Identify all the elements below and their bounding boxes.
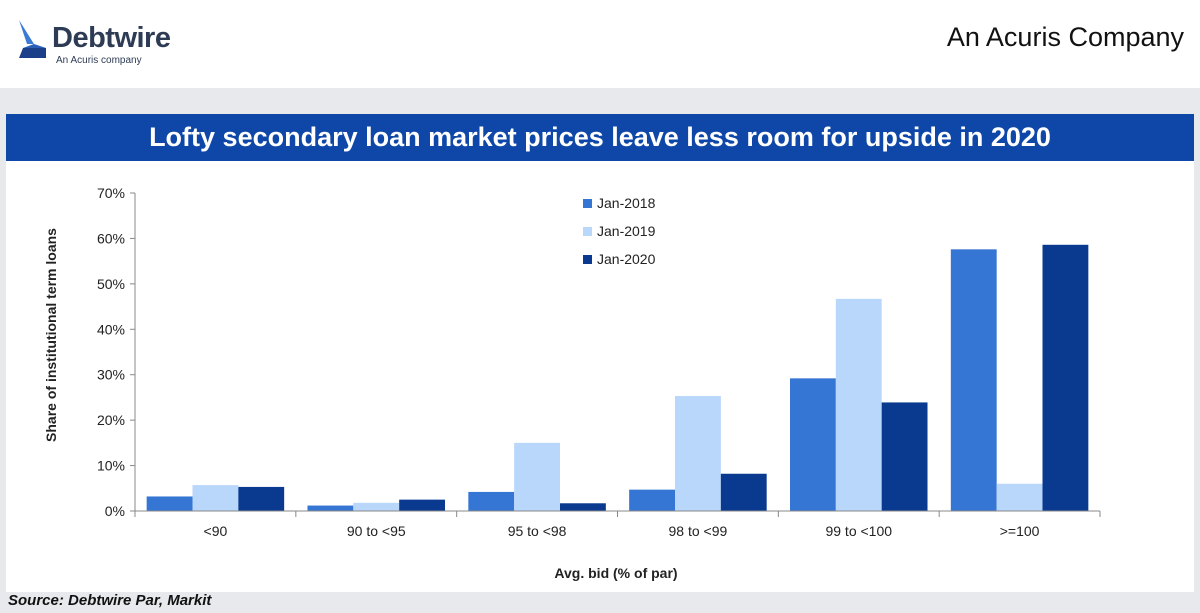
- y-axis-label: Share of institutional term loans: [43, 228, 59, 442]
- bar: [307, 505, 354, 511]
- y-tick-label: 60%: [97, 230, 125, 246]
- bar: [560, 503, 606, 511]
- bar: [720, 473, 767, 511]
- bar: [192, 485, 239, 511]
- x-tick-label: >=100: [1000, 523, 1040, 539]
- x-tick-label: 99 to <100: [825, 523, 892, 539]
- bar: [514, 442, 561, 511]
- legend-swatch: [583, 255, 592, 264]
- bar: [146, 496, 193, 511]
- bar-series-group: [146, 244, 1089, 511]
- bar: [881, 402, 928, 511]
- x-tick-label: 98 to <99: [669, 523, 728, 539]
- legend-label: Jan-2020: [597, 251, 656, 267]
- y-tick-label: 50%: [97, 276, 125, 292]
- y-tick-label: 30%: [97, 367, 125, 383]
- y-tick-label: 0%: [105, 503, 125, 519]
- bar: [399, 499, 446, 511]
- x-tick-label: <90: [204, 523, 228, 539]
- debtwire-logo-icon: [19, 20, 46, 58]
- bar: [950, 249, 997, 511]
- company-name: An Acuris Company: [946, 22, 1184, 52]
- bar: [468, 491, 515, 511]
- x-axis-label: Avg. bid (% of par): [554, 565, 677, 581]
- chart-title: Lofty secondary loan market prices leave…: [6, 114, 1194, 161]
- chart-legend: Jan-2018 Jan-2019 Jan-2020: [583, 195, 656, 267]
- y-tick-label: 20%: [97, 412, 125, 428]
- x-tick-label: 95 to <98: [508, 523, 567, 539]
- bar: [238, 486, 285, 511]
- y-tick-label: 40%: [97, 321, 125, 337]
- y-tick-label: 10%: [97, 458, 125, 474]
- bar: [674, 396, 721, 511]
- logo-wordmark: Debtwire: [52, 22, 171, 54]
- bar: [629, 489, 675, 511]
- legend-label: Jan-2018: [597, 195, 656, 211]
- x-axis: <90 90 to <95 95 to <98 98 to <99 99 to <100…: [134, 510, 1101, 539]
- bar: [1042, 244, 1089, 511]
- legend-swatch: [583, 199, 592, 208]
- x-tick-label: 90 to <95: [347, 523, 406, 539]
- bar: [789, 378, 836, 511]
- bar: [835, 298, 882, 511]
- logo-tagline: An Acuris company: [56, 55, 142, 66]
- bar: [996, 483, 1043, 511]
- y-axis: 0% 10% 20% 30% 40% 50% 60% 70%: [97, 185, 136, 519]
- source-note: Source: Debtwire Par, Markit: [8, 592, 212, 609]
- debtwire-logo[interactable]: Debtwire An Acuris company: [14, 14, 214, 70]
- legend-swatch: [583, 227, 592, 236]
- legend-label: Jan-2019: [597, 223, 656, 239]
- y-tick-label: 70%: [97, 185, 125, 201]
- page-header: Debtwire An Acuris company An Acuris Com…: [0, 0, 1200, 88]
- bar: [353, 502, 400, 511]
